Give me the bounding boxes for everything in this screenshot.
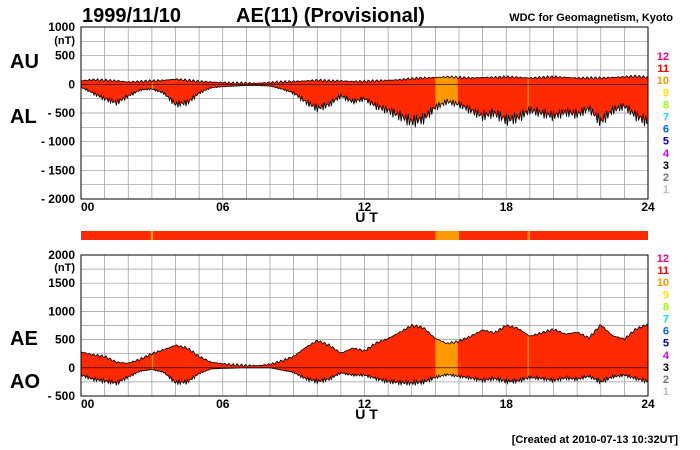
- station-scale-label: 7: [663, 314, 669, 326]
- station-scale-label: 2: [663, 172, 669, 184]
- station-scale-label: 3: [663, 362, 669, 374]
- station-scale-label: 6: [663, 124, 669, 136]
- y-tick-label: 2000: [48, 248, 75, 262]
- index-band-alt-segment: [151, 352, 154, 370]
- index-title: AE(11) (Provisional): [236, 5, 425, 27]
- side-label-au: AU: [10, 51, 39, 73]
- x-tick-label: 06: [216, 397, 230, 411]
- station-scale-label: 9: [663, 289, 669, 301]
- x-tick-label: 06: [216, 200, 230, 214]
- station-scale-label: 11: [657, 63, 669, 75]
- station-scale-label: 4: [663, 350, 670, 362]
- x-axis-label: U T: [355, 209, 378, 225]
- station-scale-label: 5: [663, 338, 669, 350]
- x-tick-label: 12: [358, 200, 372, 214]
- side-label-al: AL: [10, 106, 37, 128]
- y-tick-label: - 1000: [41, 135, 75, 149]
- y-tick-label: 500: [55, 333, 75, 347]
- station-scale-label: 12: [657, 51, 669, 63]
- y-tick-label: - 1500: [41, 163, 75, 177]
- station-scale-label: 8: [663, 99, 669, 111]
- status-bar: [81, 231, 648, 240]
- status-bar-segment: [527, 231, 530, 240]
- status-bar-segment: [435, 231, 459, 240]
- series-line-ae: [80, 323, 649, 368]
- date-label: 1999/11/10: [82, 5, 181, 27]
- x-tick-label: 00: [81, 397, 95, 411]
- y-tick-label: 0: [68, 361, 75, 375]
- y-tick-label: 1000: [48, 20, 75, 34]
- station-scale-label: 3: [663, 160, 669, 172]
- y-unit-label: (nT): [54, 262, 75, 274]
- station-scale-label: 10: [657, 277, 669, 289]
- x-tick-label: 18: [500, 397, 514, 411]
- station-scale-label: 8: [663, 301, 669, 313]
- index-band-alt-segment: [435, 338, 458, 379]
- station-scale-label: 10: [657, 75, 669, 87]
- created-timestamp: [Created at 2010-07-13 10:32UT]: [512, 434, 679, 446]
- y-tick-label: - 500: [48, 389, 76, 403]
- index-band-alt-segment: [527, 334, 529, 380]
- source-label: WDC for Geomagnetism, Kyoto: [509, 12, 673, 24]
- station-scale-label: 4: [663, 148, 670, 160]
- y-tick-label: 0: [68, 77, 75, 91]
- station-scale-label: 7: [663, 112, 669, 124]
- y-unit-label: (nT): [54, 35, 75, 47]
- y-tick-label: - 500: [48, 106, 76, 120]
- series-line-au: [80, 74, 649, 86]
- x-tick-label: 18: [500, 200, 514, 214]
- x-tick-label: 12: [358, 397, 372, 411]
- y-tick-label: 500: [55, 49, 75, 63]
- index-band-area: [81, 323, 648, 386]
- station-scale-label: 6: [663, 326, 669, 338]
- station-scale-label: 9: [663, 87, 669, 99]
- station-scale-label: 11: [657, 265, 669, 277]
- index-band-alt-segment: [527, 77, 529, 115]
- station-scale-label: 2: [663, 374, 669, 386]
- y-tick-label: - 2000: [41, 192, 75, 206]
- status-bar-segment: [150, 231, 154, 240]
- station-scale-label: 1: [663, 184, 669, 196]
- station-scale-label: 5: [663, 136, 669, 148]
- station-scale-label: 12: [657, 253, 669, 265]
- x-axis-label: U T: [355, 406, 378, 422]
- au-al-chart: 1000 500 0 - 500 - 1000 - 1500 - 2000 (nT) 00 06 1…: [10, 20, 670, 225]
- series-line-al: [80, 84, 649, 128]
- status-bar-alt-segments: [150, 231, 530, 240]
- x-tick-label: 00: [81, 200, 95, 214]
- plot-frame: [80, 254, 649, 397]
- side-label-ao: AO: [10, 371, 40, 393]
- series-line-ao: [80, 367, 649, 387]
- plot-frame: [80, 26, 649, 200]
- y-tick-label: 1500: [48, 276, 75, 290]
- y-tick-label: 1000: [48, 304, 75, 318]
- x-tick-label: 24: [641, 200, 655, 214]
- station-scale-label: 1: [663, 386, 669, 398]
- index-band-area: [81, 75, 648, 128]
- x-tick-label: 24: [641, 397, 655, 411]
- side-label-ae: AE: [10, 328, 38, 350]
- index-band-alt-segment: [151, 80, 154, 90]
